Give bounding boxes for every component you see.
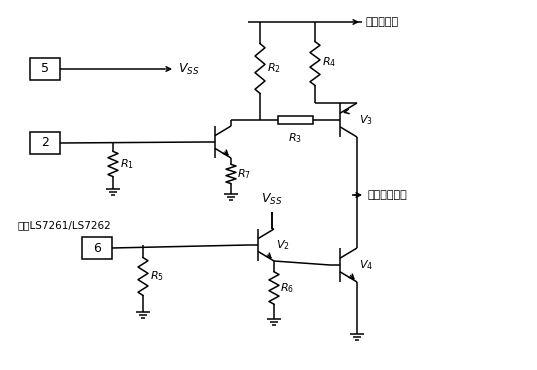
Text: $R_3$: $R_3$	[288, 131, 302, 145]
Text: 电动机电源: 电动机电源	[365, 17, 398, 27]
Text: $R_7$: $R_7$	[237, 167, 251, 181]
Text: 5: 5	[41, 63, 49, 75]
Bar	[278, 116, 313, 124]
Bar	[82, 237, 112, 259]
Text: $R_1$: $R_1$	[120, 157, 134, 171]
Text: $V_3$: $V_3$	[359, 113, 373, 127]
Text: 来自LS7261/LS7262: 来自LS7261/LS7262	[18, 220, 112, 230]
Text: $R_5$: $R_5$	[150, 270, 164, 283]
Text: $R_4$: $R_4$	[322, 56, 336, 70]
Text: 2: 2	[41, 137, 49, 149]
Text: $V_4$: $V_4$	[359, 258, 373, 272]
Text: $V_{SS}$: $V_{SS}$	[178, 61, 199, 77]
Text: 6: 6	[93, 242, 101, 255]
Text: $V_2$: $V_2$	[276, 238, 290, 252]
Text: 接电动机绕组: 接电动机绕组	[367, 190, 407, 200]
Text: $R_6$: $R_6$	[280, 281, 294, 295]
Text: $V_{SS}$: $V_{SS}$	[262, 192, 282, 207]
Bar	[30, 58, 60, 80]
Text: $R_2$: $R_2$	[267, 61, 281, 75]
Bar	[30, 132, 60, 154]
